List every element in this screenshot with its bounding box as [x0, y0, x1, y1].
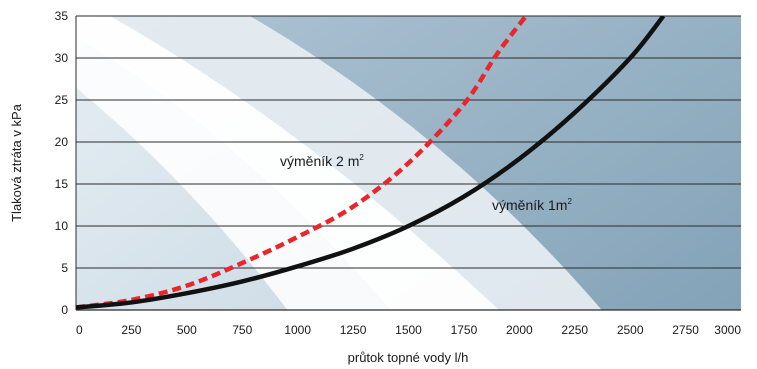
y-axis-label: Tlaková ztráta v kPa: [9, 103, 24, 222]
x-tick-label: 1250: [340, 323, 367, 337]
x-tick-label: 0: [76, 323, 83, 337]
annotation-exchanger-2m2: výměník 2 m2: [280, 153, 364, 169]
x-tick-label: 3000: [714, 323, 741, 337]
mid-band: [110, 16, 602, 310]
y-tick-labels: 0 5 10 15 20 25 30 35: [55, 9, 69, 317]
x-tick-label: 1500: [395, 323, 422, 337]
x-tick-label: 1000: [284, 323, 311, 337]
series-line-exchanger-1m2: [76, 16, 666, 310]
light-band: [76, 34, 393, 310]
plot-background: [76, 16, 741, 310]
y-tick-label: 10: [55, 219, 69, 233]
annotation-exchanger-1m2: výměník 1m2: [492, 197, 572, 213]
x-tick-label: 2750: [672, 323, 699, 337]
x-tick-label: 2000: [506, 323, 533, 337]
white-band: [76, 16, 500, 310]
y-tick-label: 15: [55, 177, 69, 191]
y-tick-label: 30: [55, 51, 69, 65]
series-line-exchanger-2m2: [76, 16, 528, 310]
y-tick-label: 5: [61, 261, 68, 275]
x-tick-label: 2500: [617, 323, 644, 337]
x-tick-labels: 0 250 500 750 1000 1250 1500 1750 2000 2250 2500 27…: [76, 323, 741, 337]
y-tick-label: 0: [61, 303, 68, 317]
x-tick-label: 500: [177, 323, 197, 337]
y-tick-label: 25: [55, 93, 69, 107]
x-tick-label: 750: [232, 323, 252, 337]
series-lines: [76, 16, 666, 310]
y-tick-label: 20: [55, 135, 69, 149]
x-tick-label: 1750: [451, 323, 478, 337]
x-tick-label: 2250: [561, 323, 588, 337]
x-axis-label: průtok topné vody l/h: [348, 350, 469, 365]
y-tick-label: 35: [55, 9, 69, 23]
dark-band: [250, 16, 741, 310]
x-tick-label: 250: [121, 323, 141, 337]
